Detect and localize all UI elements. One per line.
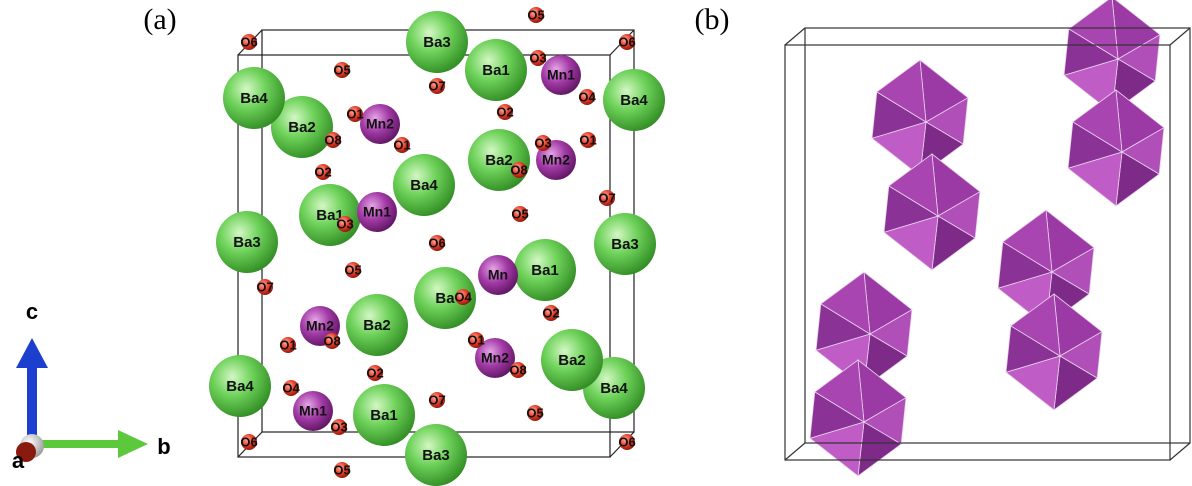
atom-label: O8 (510, 162, 527, 177)
atom-label: Ba (435, 290, 455, 307)
atom-label: O7 (428, 78, 445, 93)
atom-label: O8 (324, 132, 341, 147)
atom-label: O2 (366, 365, 383, 380)
atom-label: Ba4 (620, 92, 648, 109)
atom-label: Ba3 (422, 447, 450, 464)
atom-label: Mn1 (547, 67, 575, 83)
atom-label: Mn2 (306, 318, 334, 334)
atom-label: Ba4 (410, 177, 438, 194)
panel-label: (b) (695, 3, 730, 36)
atom-label: O6 (428, 235, 445, 250)
atom-label: O3 (336, 216, 353, 231)
atom-label: Ba4 (600, 380, 628, 397)
atom-label: O5 (511, 206, 528, 221)
atom-label: O4 (282, 380, 300, 395)
atom-label: Mn1 (363, 204, 391, 220)
atom-label: Ba3 (233, 234, 261, 251)
atom-label: Ba3 (611, 236, 639, 253)
panel-label: (a) (143, 3, 176, 36)
atom-label: Mn2 (366, 116, 394, 132)
axis-indicator (16, 338, 148, 462)
polyhedra (810, 0, 1164, 476)
atom-label: Ba1 (531, 262, 559, 279)
atom-label: O5 (333, 62, 350, 77)
atom-label: O3 (534, 135, 551, 150)
atom-label: O8 (323, 333, 340, 348)
atom-label: O7 (598, 190, 615, 205)
atom-label: Ba4 (226, 378, 254, 395)
atom-label: O5 (526, 405, 543, 420)
atom-label: Mn2 (481, 350, 509, 366)
atom-label: O6 (618, 434, 635, 449)
atom-label: O5 (344, 262, 361, 277)
atom-label: O3 (529, 50, 546, 65)
axis-label: a (12, 448, 25, 473)
figure: Ba3 Ba1 Ba4 Ba4 Ba2 Ba2 Ba Ba1 Ba3 Ba3 Ba1 Ba4 Ba2 Ba… (0, 0, 1192, 486)
atom-label: Ba2 (288, 119, 316, 136)
atom-label: O2 (542, 305, 559, 320)
atom-label: Ba2 (485, 152, 513, 169)
atom-label: O1 (346, 106, 363, 121)
atom-label: O6 (240, 434, 257, 449)
atom-label: O2 (314, 164, 331, 179)
atom-label: Ba1 (482, 62, 510, 79)
axis-label: b (157, 434, 170, 459)
atom-label: O1 (579, 132, 596, 147)
atom-label: O3 (330, 419, 347, 434)
atom-label: O1 (279, 337, 296, 352)
atoms: Ba3 Ba1 Ba4 Ba4 Ba2 Ba2 Ba Ba1 Ba3 Ba3 Ba1 Ba4 Ba2 Ba… (209, 7, 665, 486)
atom-label: Ba4 (240, 90, 268, 107)
axis-label: c (26, 299, 38, 324)
atom-label: Ba3 (423, 34, 451, 51)
atom-label: Ba1 (370, 407, 398, 424)
atom-label: O7 (256, 279, 273, 294)
atom-label: Ba2 (558, 352, 586, 369)
atom-label: Mn1 (299, 403, 327, 419)
atom-label: O8 (509, 362, 526, 377)
atom-label: O1 (393, 137, 410, 152)
atom-label: O5 (333, 462, 350, 477)
atom-label: O2 (496, 104, 513, 119)
atom-label: O4 (454, 289, 472, 304)
atom-label: O7 (428, 392, 445, 407)
atom-label: O6 (240, 34, 257, 49)
atom-label: O5 (527, 7, 544, 22)
atom-label: O6 (618, 34, 635, 49)
atom-label: O4 (578, 89, 596, 104)
atom-label: Ba2 (363, 317, 391, 334)
atom-label: Mn (488, 267, 508, 283)
atom-label: Mn2 (542, 152, 570, 168)
atom-label: O1 (467, 332, 484, 347)
